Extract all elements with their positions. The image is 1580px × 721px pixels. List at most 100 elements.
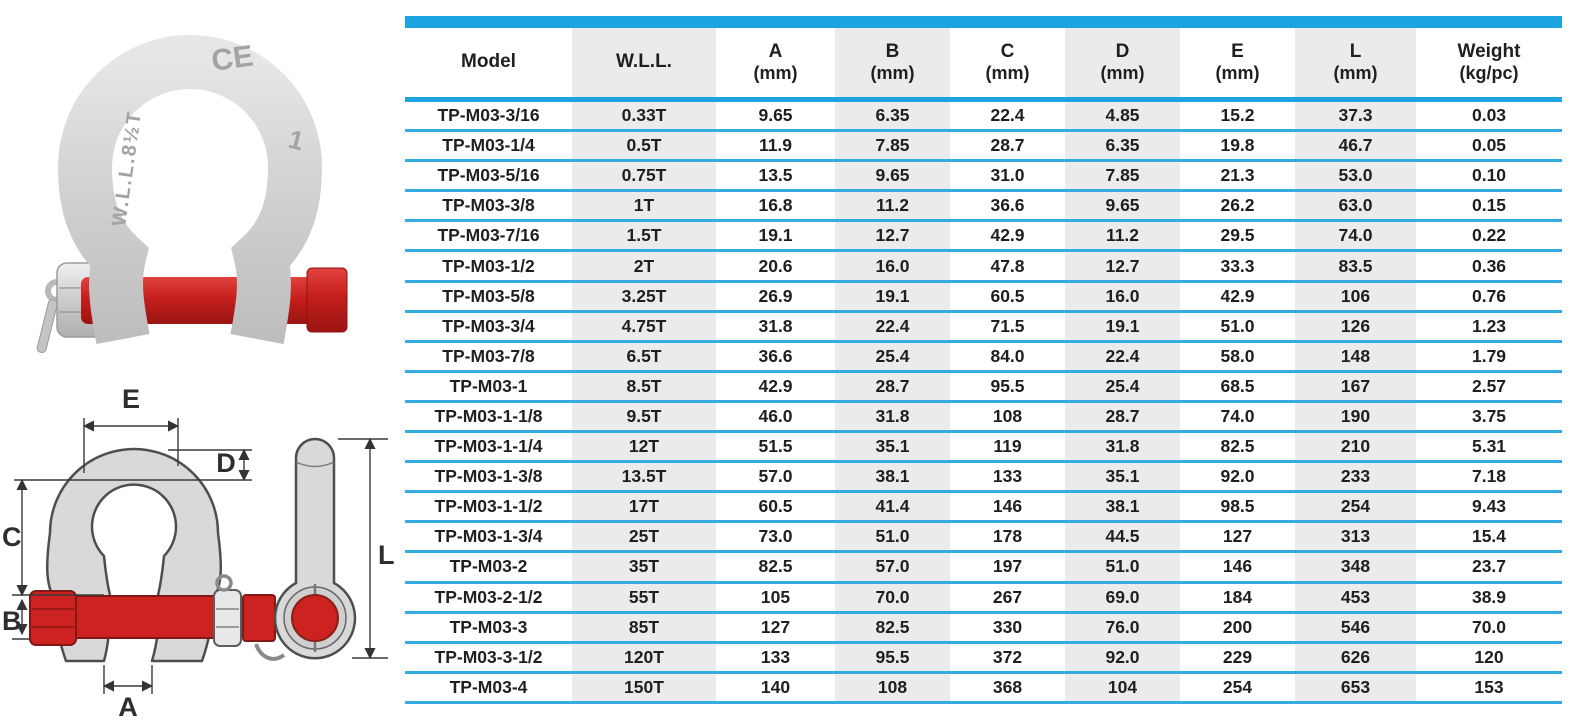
value-cell: 12.7 <box>835 220 950 253</box>
value-cell: 0.36 <box>1416 250 1562 283</box>
value-cell: 98.5 <box>1180 491 1295 524</box>
value-cell: 348 <box>1295 551 1416 584</box>
value-cell: 13.5T <box>572 461 716 494</box>
value-cell: 35T <box>572 551 716 584</box>
value-cell: 0.75T <box>572 160 716 193</box>
value-cell: 63.0 <box>1295 190 1416 223</box>
value-cell: 31.0 <box>950 160 1065 193</box>
model-cell: TP-M03-5/16 <box>405 160 572 193</box>
value-cell: 22.4 <box>950 99 1065 133</box>
value-cell: 12.7 <box>1065 250 1180 283</box>
value-cell: 51.0 <box>835 521 950 554</box>
ce-mark: CE <box>209 39 255 77</box>
value-cell: 46.7 <box>1295 130 1416 163</box>
value-cell: 233 <box>1295 461 1416 494</box>
value-cell: 3.25T <box>572 281 716 313</box>
model-cell: TP-M03-1-3/8 <box>405 461 572 494</box>
value-cell: 146 <box>950 491 1065 524</box>
value-cell: 0.03 <box>1416 99 1562 133</box>
model-cell: TP-M03-3 <box>405 612 572 644</box>
value-cell: 4.85 <box>1065 99 1180 133</box>
value-cell: 70.0 <box>1416 612 1562 644</box>
model-cell: TP-M03-1/2 <box>405 250 572 283</box>
value-cell: 9.65 <box>716 99 835 133</box>
table-body: TP-M03-3/16 0.33T 9.65 6.35 22.4 4.85 15.2 37.3… <box>405 99 1562 704</box>
table-top-bar <box>405 16 1562 28</box>
table-row: TP-M03-5/16 0.75T 13.5 9.65 31.0 7.85 21.3 53.0… <box>405 160 1562 193</box>
value-cell: 60.5 <box>716 491 835 524</box>
value-cell: 51.0 <box>1180 311 1295 343</box>
table-row: TP-M03-5/8 3.25T 26.9 19.1 60.5 16.0 42.9 106 0.… <box>405 281 1562 313</box>
value-cell: 9.43 <box>1416 491 1562 524</box>
value-cell: 38.1 <box>835 461 950 494</box>
value-cell: 51.0 <box>1065 551 1180 584</box>
value-cell: 82.5 <box>1180 431 1295 464</box>
value-cell: 254 <box>1180 672 1295 704</box>
dimension-diagram: E D C B A L <box>0 378 400 721</box>
value-cell: 15.4 <box>1416 521 1562 554</box>
front-view-pin <box>29 574 286 661</box>
value-cell: 178 <box>950 521 1065 554</box>
value-cell: 8.5T <box>572 371 716 403</box>
value-cell: 197 <box>950 551 1065 584</box>
model-cell: TP-M03-1-1/4 <box>405 431 572 464</box>
table-row: TP-M03-3/16 0.33T 9.65 6.35 22.4 4.85 15.2 37.3… <box>405 99 1562 133</box>
spec-table: Model W.L.L. A (mm) B (mm) C (mm) D (mm) E (mm) L (mm… <box>405 28 1562 704</box>
value-cell: 58.0 <box>1180 341 1295 373</box>
value-cell: 36.6 <box>950 190 1065 223</box>
value-cell: 26.2 <box>1180 190 1295 223</box>
value-cell: 0.10 <box>1416 160 1562 193</box>
model-cell: TP-M03-7/8 <box>405 341 572 373</box>
value-cell: 167 <box>1295 371 1416 403</box>
value-cell: 0.5T <box>572 130 716 163</box>
value-cell: 60.5 <box>950 281 1065 313</box>
table-row: TP-M03-1-3/4 25T 73.0 51.0 178 44.5 127 313 15.4 <box>405 521 1562 554</box>
value-cell: 150T <box>572 672 716 704</box>
value-cell: 46.0 <box>716 401 835 434</box>
value-cell: 105 <box>716 582 835 614</box>
side-view-pin-end <box>291 594 339 642</box>
value-cell: 7.85 <box>1065 160 1180 193</box>
shackle-dimension-drawing: E D C B A L <box>2 384 395 721</box>
size-marking: 1 <box>286 124 307 157</box>
dim-label-a: A <box>118 692 138 721</box>
value-cell: 41.4 <box>835 491 950 524</box>
value-cell: 108 <box>835 672 950 704</box>
table-header: Model W.L.L. A (mm) B (mm) C (mm) D (mm) E (mm) L (mm… <box>405 28 1562 102</box>
value-cell: 85T <box>572 612 716 644</box>
value-cell: 330 <box>950 612 1065 644</box>
value-cell: 140 <box>716 672 835 704</box>
value-cell: 11.9 <box>716 130 835 163</box>
table-row: TP-M03-1-3/8 13.5T 57.0 38.1 133 35.1 92.0 233 7… <box>405 461 1562 494</box>
value-cell: 82.5 <box>716 551 835 584</box>
value-cell: 70.0 <box>835 582 950 614</box>
value-cell: 20.6 <box>716 250 835 283</box>
value-cell: 74.0 <box>1180 401 1295 434</box>
value-cell: 44.5 <box>1065 521 1180 554</box>
value-cell: 16.0 <box>835 250 950 283</box>
value-cell: 119 <box>950 431 1065 464</box>
value-cell: 653 <box>1295 672 1416 704</box>
value-cell: 200 <box>1180 612 1295 644</box>
value-cell: 19.1 <box>835 281 950 313</box>
value-cell: 190 <box>1295 401 1416 434</box>
column-header-d: D (mm) <box>1065 28 1180 102</box>
dim-label-l: L <box>378 540 395 570</box>
column-header-c: C (mm) <box>950 28 1065 102</box>
value-cell: 42.9 <box>716 371 835 403</box>
value-cell: 16.0 <box>1065 281 1180 313</box>
column-header-weight: Weight (kg/pc) <box>1416 28 1562 102</box>
value-cell: 229 <box>1180 642 1295 674</box>
model-cell: TP-M03-2-1/2 <box>405 582 572 614</box>
table-row: TP-M03-2-1/2 55T 105 70.0 267 69.0 184 453 38.9 <box>405 582 1562 614</box>
value-cell: 254 <box>1295 491 1416 524</box>
value-cell: 9.5T <box>572 401 716 434</box>
value-cell: 22.4 <box>1065 341 1180 373</box>
model-cell: TP-M03-5/8 <box>405 281 572 313</box>
value-cell: 25T <box>572 521 716 554</box>
value-cell: 31.8 <box>716 311 835 343</box>
value-cell: 37.3 <box>1295 99 1416 133</box>
dim-label-c: C <box>2 522 22 552</box>
value-cell: 2.57 <box>1416 371 1562 403</box>
